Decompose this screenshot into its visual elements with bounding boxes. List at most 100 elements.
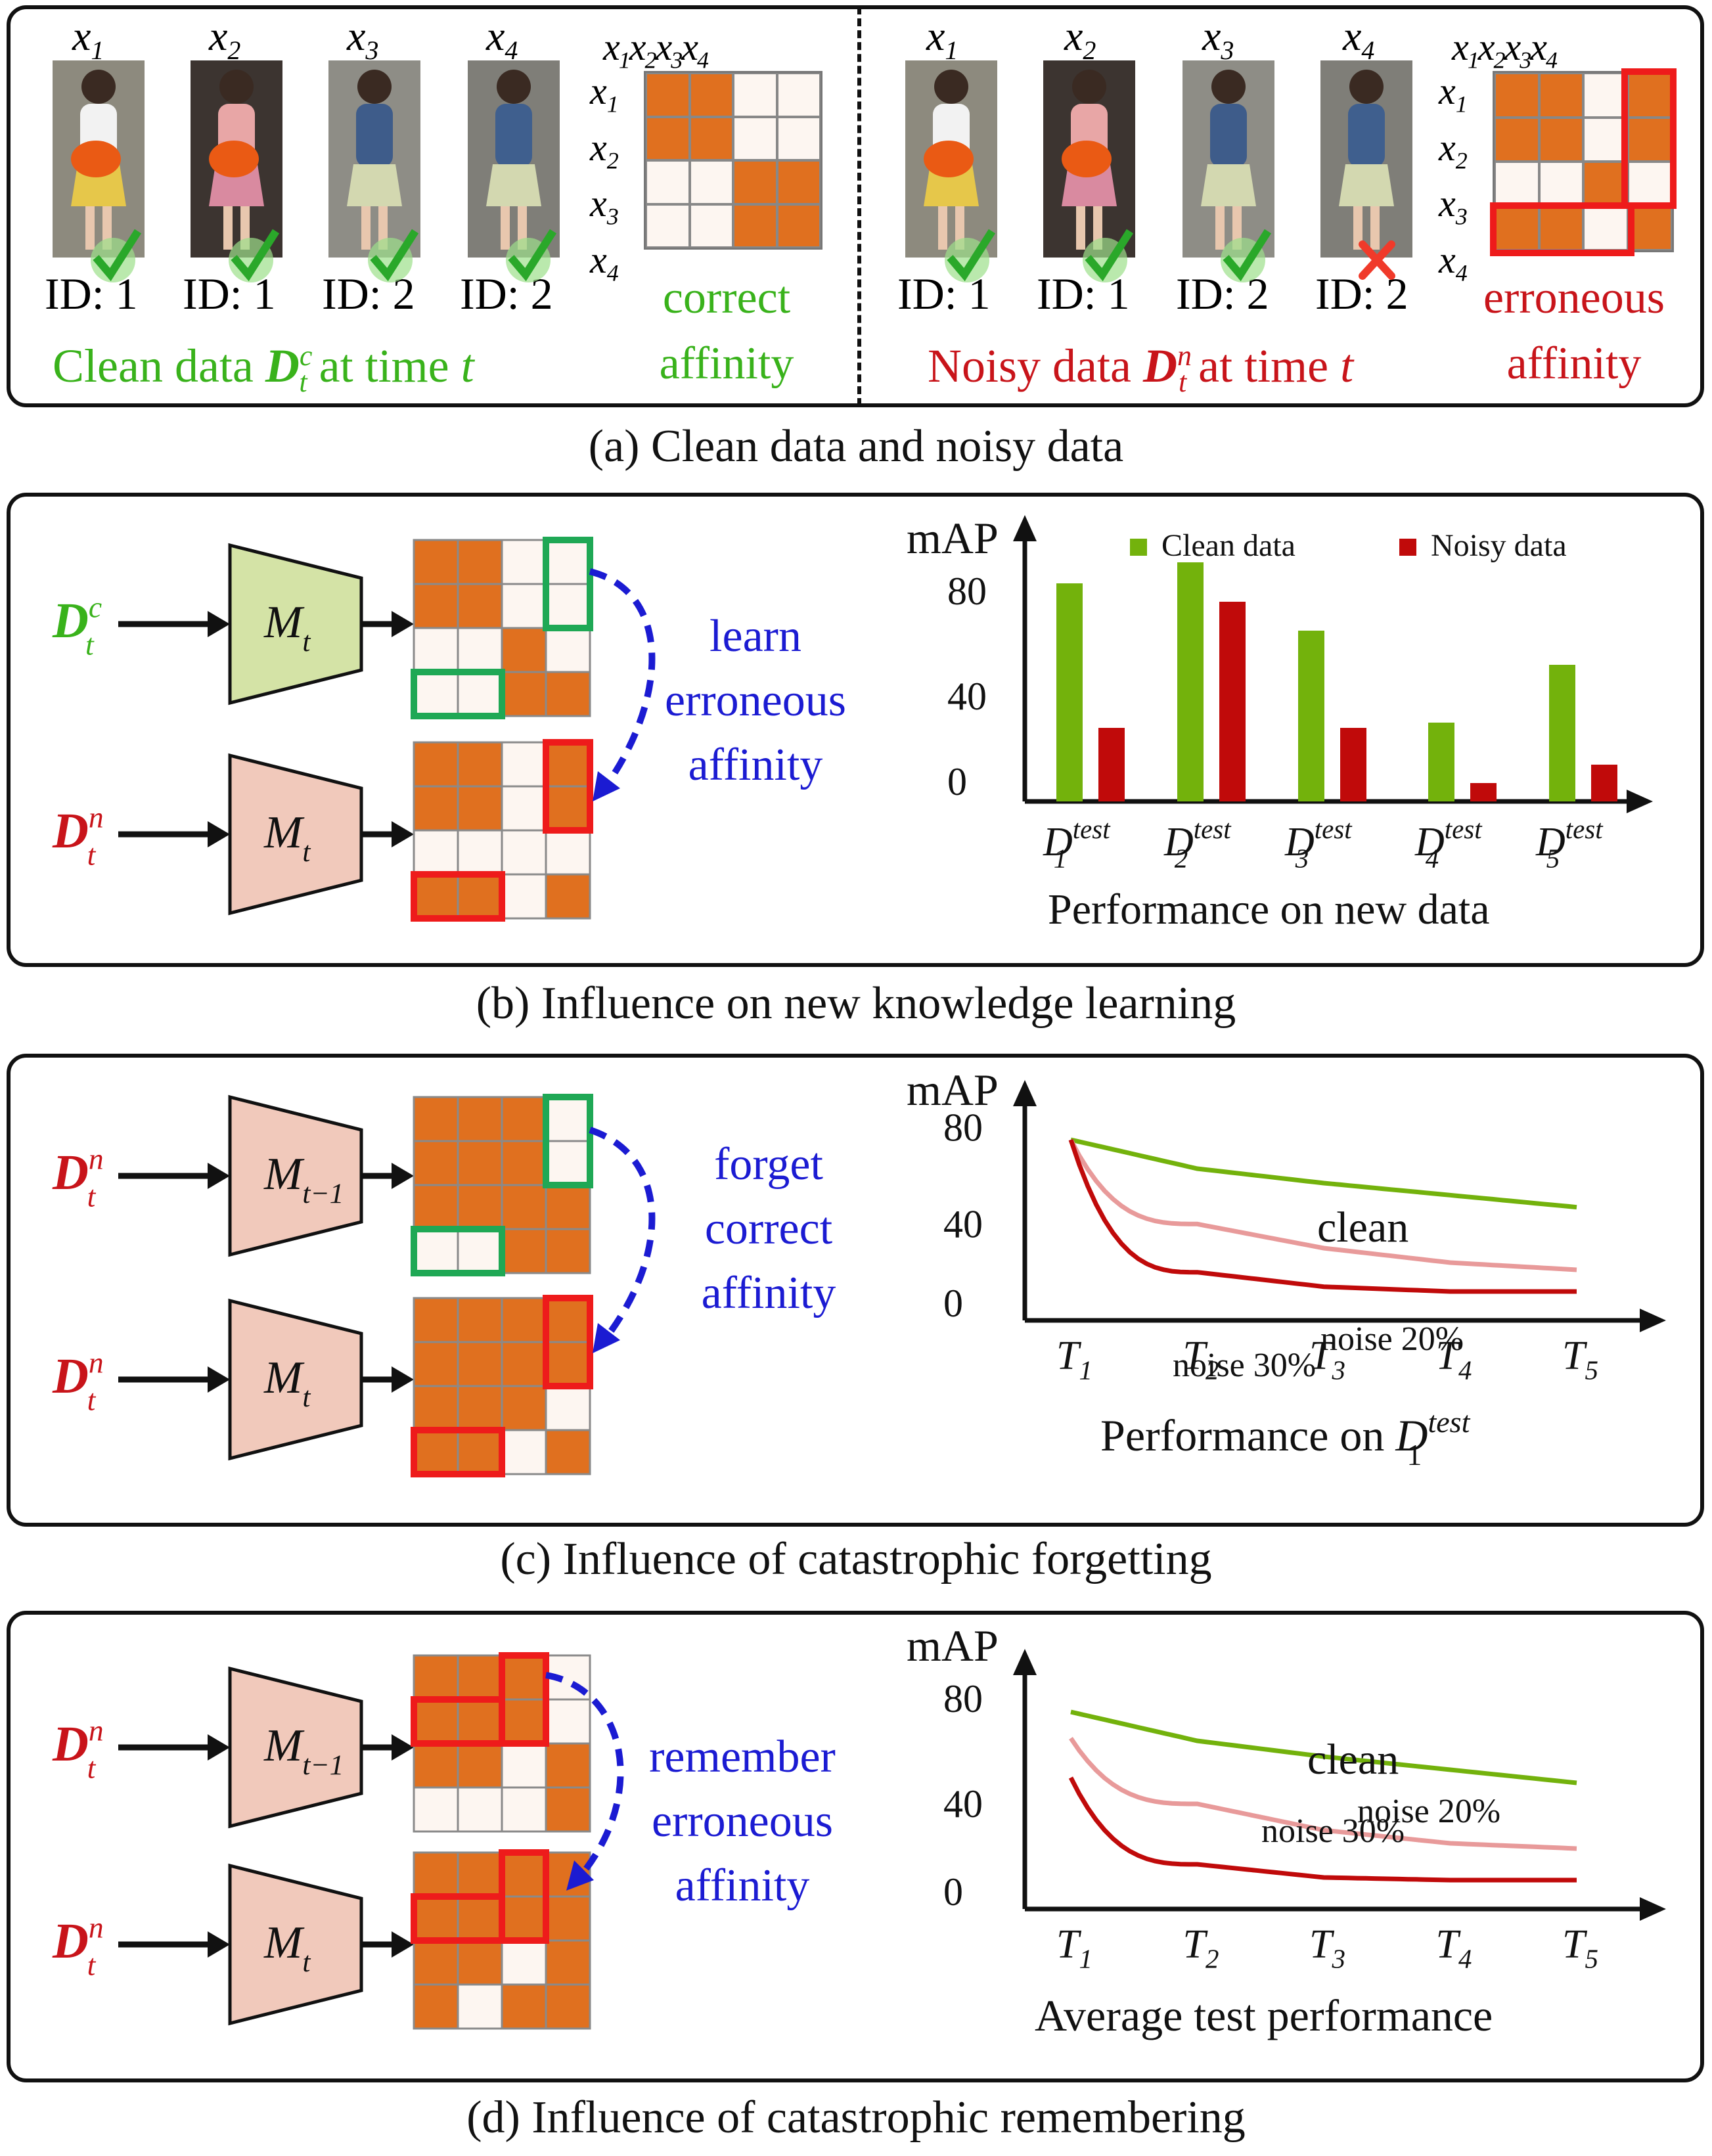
model-trapezoid xyxy=(228,1666,363,1829)
matrix-cell xyxy=(413,1939,459,1986)
matrix-cell xyxy=(457,741,503,788)
matrix-cell xyxy=(689,160,733,204)
matrix-cell xyxy=(545,671,591,717)
panel-a-divider xyxy=(857,7,861,406)
x-tick-label: Dtest 4 xyxy=(1414,815,1483,874)
panel-b-arrow-label: learn erroneous affinity xyxy=(664,611,846,790)
person-image xyxy=(468,60,560,258)
matrix-cell xyxy=(545,1140,591,1186)
y-axis-title: mAP xyxy=(907,1621,999,1671)
matrix-cell xyxy=(413,1895,459,1942)
dashed-arrow xyxy=(545,1672,624,1881)
legend-label-clean: Clean data xyxy=(1161,528,1295,563)
matrix-cell xyxy=(457,785,503,832)
arrow-head xyxy=(208,821,230,847)
matrix-cell xyxy=(413,1341,459,1387)
bar-noisy xyxy=(1098,728,1125,801)
matrix-cell xyxy=(413,671,459,717)
caption-d: (d) Influence of catastrophic rememberin… xyxy=(466,2092,1246,2143)
matrix-cell xyxy=(689,116,733,160)
noisy-data-title: Noisy data Dnt at time t xyxy=(928,340,1354,399)
matrix-cell xyxy=(545,1341,591,1387)
clean-affinity-matrix xyxy=(644,71,822,250)
matrix-cell xyxy=(1627,117,1672,162)
matrix-cell xyxy=(501,1742,547,1789)
highlight-box xyxy=(543,537,593,631)
bar-clean xyxy=(1177,562,1204,801)
x-axis-arrow xyxy=(1640,1309,1666,1332)
math-label: Dn t xyxy=(52,1911,104,1982)
matrix-cell xyxy=(413,741,459,788)
matrix-cell xyxy=(501,583,547,629)
matrix-cell xyxy=(501,1184,547,1230)
matrix-cell xyxy=(413,539,459,585)
series-line-noise-20- xyxy=(1069,1737,1577,1851)
check-icon xyxy=(91,229,557,282)
arrow-head xyxy=(208,1734,230,1761)
line-chart-remembering: mAP 0 40 80 T1 T2 T3 T4 T5 clean noise 20%noise 30… xyxy=(907,1621,1666,2040)
clean-matrix-row-labels: x1 x2 x3 x4 xyxy=(590,70,619,286)
caption-b: (b) Influence on new knowledge learning xyxy=(476,978,1236,1029)
math-label: Mt xyxy=(263,597,311,658)
matrix-cell xyxy=(501,1297,547,1343)
matrix-cell xyxy=(457,829,503,876)
highlight-box xyxy=(411,871,505,922)
series-label: noise 30% xyxy=(1261,1812,1405,1850)
arrow-head xyxy=(392,1163,414,1189)
arrow-head xyxy=(392,821,414,847)
matrix-cell xyxy=(646,73,690,117)
math-label: Mt−1 xyxy=(263,1720,344,1781)
matrix-cell xyxy=(1539,73,1583,118)
matrix-cell xyxy=(545,1895,591,1942)
matrix-cell xyxy=(733,73,777,117)
matrix-cell xyxy=(457,873,503,920)
x-tick-label: T2 xyxy=(1183,1334,1219,1385)
matrix-cell xyxy=(545,829,591,876)
matrix-cell xyxy=(501,873,547,920)
matrix-cell xyxy=(501,539,547,585)
clean-x-label-4: x4 xyxy=(486,12,518,65)
legend-swatch-clean xyxy=(1130,539,1147,556)
math-label: Dn t xyxy=(52,1714,104,1785)
x-tick-label: T4 xyxy=(1436,1922,1472,1974)
person-image xyxy=(905,60,997,258)
bar-noisy xyxy=(1591,765,1617,801)
arrow-head xyxy=(208,1366,230,1393)
matrix-cell xyxy=(545,1429,591,1475)
matrix-cell xyxy=(689,73,733,117)
matrix-cell xyxy=(689,204,733,248)
matrix-cell xyxy=(646,116,690,160)
matrix-cell xyxy=(545,785,591,832)
dashed-arrow xyxy=(589,568,656,790)
matrix-cell xyxy=(457,1385,503,1431)
model-trapezoid xyxy=(228,753,363,916)
clean-x-label-3: x3 xyxy=(347,12,379,65)
matrix-cell xyxy=(545,741,591,788)
arrow-head xyxy=(208,1931,230,1958)
matrix-cell xyxy=(545,1228,591,1274)
y-tick-label: 80 xyxy=(947,570,987,613)
x-axis-title: Performance on Dtest 1 xyxy=(1100,1405,1471,1471)
person-image xyxy=(1320,60,1412,258)
series-label: noise 20% xyxy=(1320,1320,1464,1358)
model-trapezoid xyxy=(228,1863,363,2026)
bar-chart-new-data: mAP 0 40 80 Clean data Noisy data Dtest 1 Dtest 2… xyxy=(907,513,1653,933)
y-tick-label: 40 xyxy=(943,1782,983,1826)
y-tick-label: 0 xyxy=(943,1870,963,1914)
math-label: Dn t xyxy=(52,1142,104,1213)
matrix-cell xyxy=(457,1184,503,1230)
matrix-cell xyxy=(413,1429,459,1475)
matrix-cell xyxy=(413,1297,459,1343)
matrix-cell xyxy=(545,873,591,920)
highlight-box xyxy=(543,1094,593,1188)
x-tick-label: T3 xyxy=(1309,1334,1345,1385)
matrix-cell xyxy=(413,1385,459,1431)
panel-d-arrow-label: remember erroneous affinity xyxy=(649,1732,836,1911)
matrix-cell xyxy=(501,1341,547,1387)
person-image xyxy=(191,60,282,258)
math-label: Mt−1 xyxy=(263,1149,344,1209)
matrix-cell xyxy=(413,1228,459,1274)
matrix-cell xyxy=(733,204,777,248)
matrix-cell xyxy=(457,1228,503,1274)
matrix-cell xyxy=(545,1698,591,1745)
